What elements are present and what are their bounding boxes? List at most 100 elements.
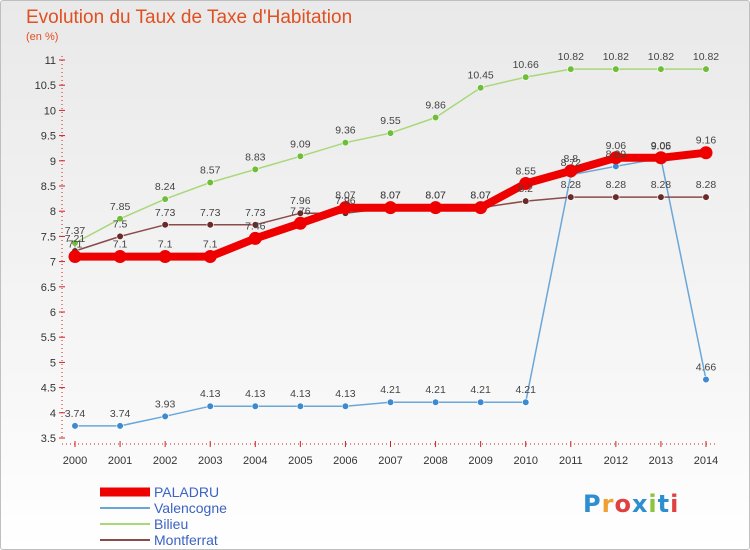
data-label-montferrat: 7.73 bbox=[200, 207, 221, 219]
data-label-valencogne: 3.74 bbox=[65, 408, 86, 420]
logo-letter: o bbox=[614, 490, 632, 518]
y-tick-label: 9 bbox=[50, 156, 56, 168]
data-point-bilieu bbox=[251, 165, 259, 173]
series-lines bbox=[68, 65, 713, 430]
data-label-montferrat: 8.28 bbox=[696, 179, 717, 191]
data-point-bilieu bbox=[612, 65, 620, 73]
chart-title: Evolution du Taux de Taxe d'Habitation bbox=[26, 7, 352, 28]
data-point-montferrat bbox=[296, 209, 304, 217]
data-label-bilieu: 10.66 bbox=[513, 59, 539, 71]
data-label-bilieu: 10.82 bbox=[603, 51, 629, 63]
data-point-valencogne bbox=[116, 422, 124, 430]
logo-letter: x bbox=[631, 490, 649, 518]
x-tick-label: 2000 bbox=[63, 455, 87, 467]
y-tick-label: 6 bbox=[50, 307, 56, 319]
axes: 3.5 4 4.5 5 5.5 6 6.5 7 7.5 8 8.5 9 9.5 10 10.5 11 2000 2… bbox=[35, 55, 719, 467]
x-tick-label: 2008 bbox=[423, 455, 447, 467]
x-tick-label: 2003 bbox=[198, 455, 222, 467]
legend-label-valencogne: Valencogne bbox=[154, 500, 227, 516]
data-label-valencogne: 3.93 bbox=[155, 398, 176, 410]
data-label-montferrat: 7.5 bbox=[113, 218, 128, 230]
data-point-bilieu bbox=[431, 113, 440, 122]
y-tick-label: 5.5 bbox=[41, 332, 56, 344]
data-labels: 3.74 3.74 3.93 4.13 4.13 4.13 4.13 4.21 4.21 4.21… bbox=[65, 51, 720, 420]
data-point-paladru bbox=[338, 201, 352, 215]
data-label-valencogne: 4.13 bbox=[245, 388, 266, 400]
data-label-paladru: 9.06 bbox=[606, 140, 627, 152]
data-point-bilieu bbox=[702, 65, 710, 73]
x-tick-label: 2006 bbox=[333, 455, 357, 467]
data-point-paladru bbox=[429, 201, 443, 215]
data-point-bilieu bbox=[71, 239, 79, 247]
x-tick-label: 2009 bbox=[468, 455, 492, 467]
data-point-valencogne bbox=[161, 412, 169, 420]
data-point-montferrat bbox=[161, 221, 169, 229]
data-point-valencogne bbox=[251, 402, 259, 410]
y-tick-label: 8.5 bbox=[41, 181, 56, 193]
proxiti-logo: Proxiti bbox=[583, 490, 679, 518]
data-label-bilieu: 9.86 bbox=[425, 99, 446, 111]
data-label-valencogne: 4.21 bbox=[380, 384, 401, 396]
y-tick-label: 8 bbox=[50, 206, 56, 218]
data-point-montferrat bbox=[657, 193, 665, 201]
data-point-montferrat bbox=[702, 193, 710, 201]
data-label-valencogne: 8.89 bbox=[606, 148, 627, 160]
data-point-bilieu bbox=[477, 84, 485, 92]
data-label-bilieu: 7.37 bbox=[65, 225, 86, 237]
x-tick-label: 2010 bbox=[513, 455, 537, 467]
data-label-valencogne: 4.21 bbox=[515, 384, 536, 396]
legend-label-montferrat: Montferrat bbox=[154, 532, 218, 548]
x-tick-label: 2011 bbox=[559, 455, 583, 467]
data-point-montferrat bbox=[116, 232, 124, 240]
data-point-bilieu bbox=[116, 215, 124, 223]
data-point-valencogne bbox=[431, 398, 440, 406]
data-label-montferrat: 7.96 bbox=[335, 195, 356, 207]
data-label-paladru: 8.07 bbox=[380, 190, 401, 202]
data-label-paladru: 7.1 bbox=[203, 239, 218, 251]
data-label-valencogne: 4.21 bbox=[425, 384, 446, 396]
data-label-paladru: 8.07 bbox=[335, 190, 356, 202]
y-tick-label: 3.5 bbox=[41, 433, 56, 445]
data-point-bilieu bbox=[161, 195, 169, 203]
data-label-valencogne: 4.66 bbox=[696, 362, 717, 374]
data-point-bilieu bbox=[296, 152, 304, 160]
data-label-bilieu: 10.82 bbox=[558, 51, 584, 63]
data-point-paladru bbox=[158, 250, 172, 264]
data-point-valencogne bbox=[296, 402, 304, 410]
data-label-montferrat: 8.28 bbox=[606, 179, 627, 191]
x-tick-label: 2001 bbox=[108, 455, 132, 467]
data-point-bilieu bbox=[386, 129, 395, 137]
data-label-valencogne: 4.13 bbox=[200, 388, 221, 400]
logo-letter: t bbox=[657, 490, 671, 518]
legend-label-paladru: PALADRU bbox=[154, 484, 219, 500]
data-label-montferrat: 7.73 bbox=[155, 207, 176, 219]
data-label-paladru: 7.1 bbox=[68, 239, 83, 251]
data-label-paladru: 9.06 bbox=[651, 140, 672, 152]
data-label-paladru: 7.1 bbox=[158, 239, 173, 251]
data-point-valencogne bbox=[477, 398, 485, 406]
data-label-bilieu: 9.55 bbox=[380, 115, 401, 127]
data-label-bilieu: 8.57 bbox=[200, 164, 221, 176]
data-label-bilieu: 10.82 bbox=[693, 51, 719, 63]
data-label-montferrat: 8.28 bbox=[561, 179, 582, 191]
data-label-valencogne: 4.13 bbox=[335, 388, 356, 400]
data-label-montferrat: 8.07 bbox=[380, 190, 401, 202]
data-label-valencogne: 8.72 bbox=[561, 157, 582, 169]
data-point-paladru bbox=[203, 250, 217, 264]
data-point-paladru bbox=[68, 250, 82, 264]
data-point-bilieu bbox=[341, 139, 350, 147]
y-tick-label: 6.5 bbox=[41, 282, 56, 294]
data-point-valencogne bbox=[522, 398, 530, 406]
data-point-valencogne bbox=[386, 398, 395, 406]
x-tick-label: 2013 bbox=[649, 455, 673, 467]
data-label-paladru: 7.1 bbox=[113, 239, 128, 251]
logo-letter: i bbox=[648, 490, 658, 518]
logo-letter: r bbox=[601, 490, 615, 518]
x-tick-label: 2002 bbox=[153, 455, 177, 467]
y-tick-label: 10.5 bbox=[35, 80, 56, 92]
y-tick-label: 9.5 bbox=[41, 131, 56, 143]
data-point-montferrat bbox=[206, 221, 214, 229]
y-tick-label: 4 bbox=[50, 408, 56, 420]
